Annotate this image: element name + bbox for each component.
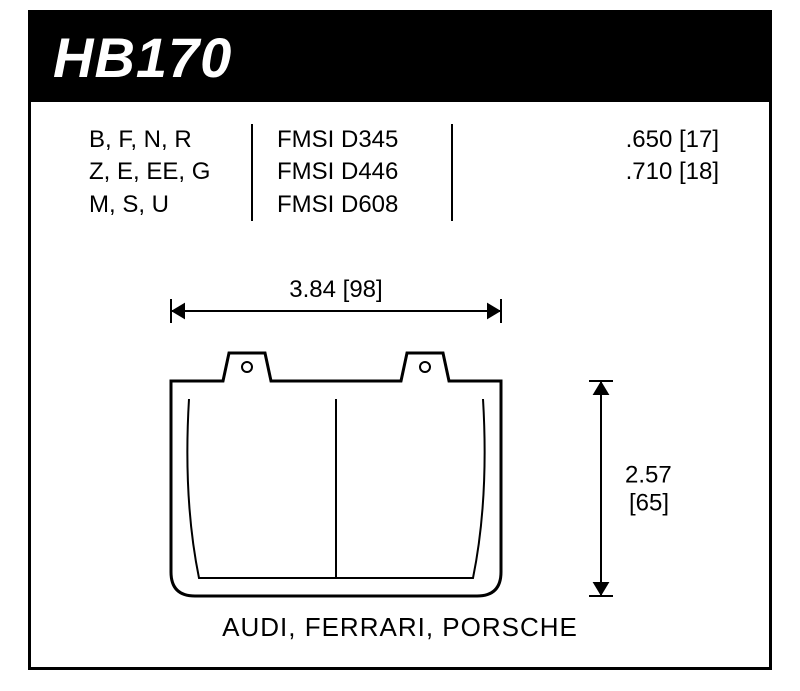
thickness-line: .650 [17] <box>477 124 719 156</box>
fmsi-line: FMSI D446 <box>277 156 433 188</box>
applications-text: AUDI, FERRARI, PORSCHE <box>31 612 769 643</box>
svg-text:[65]: [65] <box>629 490 669 517</box>
compound-line: Z, E, EE, G <box>89 156 233 188</box>
compounds-column: B, F, N, R Z, E, EE, G M, S, U <box>71 124 251 221</box>
fmsi-line: FMSI D608 <box>277 189 433 221</box>
svg-text:3.84 [98]: 3.84 [98] <box>289 276 382 303</box>
compound-line: M, S, U <box>89 189 233 221</box>
info-row: B, F, N, R Z, E, EE, G M, S, U FMSI D345… <box>31 102 769 231</box>
thickness-line: .710 [18] <box>477 156 719 188</box>
compound-line: B, F, N, R <box>89 124 233 156</box>
thickness-column: .650 [17] .710 [18] <box>451 124 729 221</box>
fmsi-line: FMSI D345 <box>277 124 433 156</box>
brake-pad-diagram: 3.84 [98] 2.57[65] <box>31 231 775 661</box>
svg-text:2.57: 2.57 <box>625 462 672 489</box>
part-number-header: HB170 <box>31 13 769 102</box>
diagram-area: 3.84 [98] 2.57[65] AUDI, FERRARI, PORSCHE <box>31 231 769 661</box>
fmsi-column: FMSI D345 FMSI D446 FMSI D608 <box>251 124 451 221</box>
